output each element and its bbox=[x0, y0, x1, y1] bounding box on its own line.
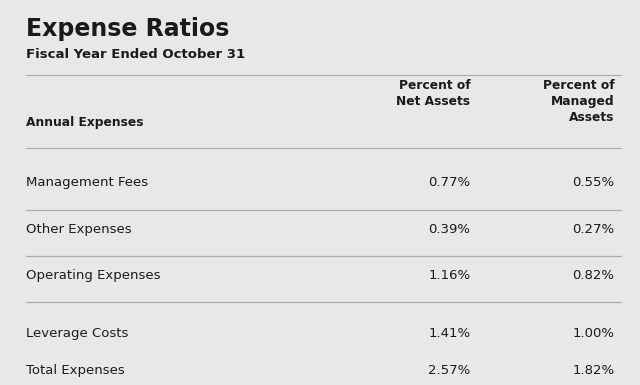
Text: Other Expenses: Other Expenses bbox=[26, 223, 131, 236]
Text: 1.41%: 1.41% bbox=[428, 326, 470, 340]
Text: Operating Expenses: Operating Expenses bbox=[26, 269, 160, 282]
Text: 0.77%: 0.77% bbox=[428, 176, 470, 189]
Text: Fiscal Year Ended October 31: Fiscal Year Ended October 31 bbox=[26, 48, 244, 61]
Text: Total Expenses: Total Expenses bbox=[26, 364, 124, 377]
Text: Percent of
Managed
Assets: Percent of Managed Assets bbox=[543, 79, 614, 124]
Text: Percent of
Net Assets: Percent of Net Assets bbox=[396, 79, 470, 108]
Text: 1.00%: 1.00% bbox=[572, 326, 614, 340]
Text: 0.27%: 0.27% bbox=[572, 223, 614, 236]
Text: Management Fees: Management Fees bbox=[26, 176, 148, 189]
Text: 2.57%: 2.57% bbox=[428, 364, 470, 377]
Text: 1.82%: 1.82% bbox=[572, 364, 614, 377]
Text: Expense Ratios: Expense Ratios bbox=[26, 17, 229, 41]
Text: 0.82%: 0.82% bbox=[572, 269, 614, 282]
Text: Annual Expenses: Annual Expenses bbox=[26, 116, 143, 129]
Text: 0.39%: 0.39% bbox=[428, 223, 470, 236]
Text: 1.16%: 1.16% bbox=[428, 269, 470, 282]
Text: 0.55%: 0.55% bbox=[572, 176, 614, 189]
Text: Leverage Costs: Leverage Costs bbox=[26, 326, 128, 340]
